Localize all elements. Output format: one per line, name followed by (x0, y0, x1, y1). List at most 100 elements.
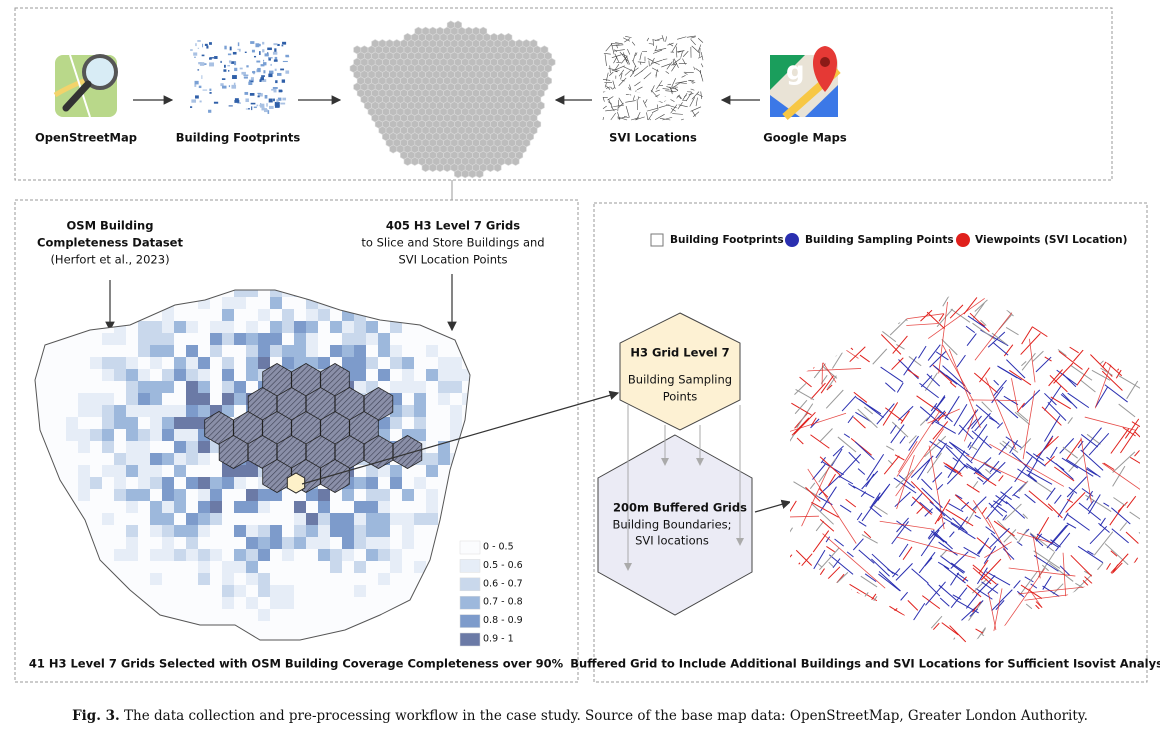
footprint-edge (898, 474, 916, 489)
footprint-edge (981, 507, 988, 514)
street (610, 106, 615, 112)
footprint (277, 72, 282, 76)
street (611, 43, 620, 45)
footprint (250, 102, 256, 105)
footprint-edge (1033, 550, 1061, 569)
completeness-cell (270, 345, 282, 357)
footprint-edge (847, 316, 864, 337)
footprint-edge (1100, 367, 1113, 376)
completeness-cell (282, 585, 294, 597)
street (646, 37, 650, 42)
completeness-cell (150, 525, 162, 537)
street (686, 35, 696, 38)
street (1094, 361, 1113, 409)
footprint-edge (1081, 623, 1097, 640)
footprint (227, 53, 232, 56)
street (898, 441, 918, 473)
footprint-edge (795, 549, 813, 566)
completeness-cell (150, 357, 162, 369)
footprint-edge (795, 642, 801, 645)
street (652, 49, 663, 54)
footprint-edge (1067, 417, 1073, 424)
completeness-cell (354, 297, 366, 309)
footprint (273, 43, 278, 46)
footprint (238, 48, 241, 52)
footprint-edge (988, 502, 1004, 517)
footprint-edge (1029, 292, 1048, 310)
footprint-edge (1030, 533, 1044, 547)
completeness-cell (378, 417, 390, 429)
legend-swatch (459, 540, 481, 555)
street (678, 104, 688, 108)
footprint-edge (932, 472, 943, 483)
completeness-cell (246, 345, 258, 357)
completeness-cell (318, 525, 330, 537)
completeness-cell (162, 477, 174, 489)
completeness-cell (102, 441, 114, 453)
footprint-edge (849, 346, 866, 363)
completeness-cell (186, 525, 198, 537)
street (610, 112, 616, 121)
street (989, 443, 1065, 487)
street (629, 72, 634, 78)
legend-label: 0.8 - 0.9 (483, 615, 523, 626)
completeness-cell (294, 537, 306, 549)
street (659, 117, 671, 121)
completeness-cell (186, 429, 198, 441)
street (672, 63, 676, 66)
legend-label: 0.5 - 0.6 (483, 560, 523, 571)
footprint-edge (1021, 352, 1036, 371)
footprint-edge (1036, 533, 1059, 548)
footprint (209, 62, 215, 67)
footprint-edge (1059, 565, 1070, 576)
completeness-cell (402, 489, 414, 501)
footprint (234, 98, 239, 101)
street (790, 587, 802, 638)
completeness-cell (186, 369, 198, 381)
footprint-edge (792, 613, 808, 625)
footprint (273, 88, 277, 93)
completeness-cell (234, 290, 246, 297)
selected-grid (392, 435, 423, 469)
completeness-cell (270, 525, 282, 537)
footprint-edge (802, 314, 810, 321)
footprint-edge (838, 301, 850, 310)
footprint-edge (1088, 433, 1110, 456)
footprint-edge (791, 417, 810, 436)
footprint (256, 104, 259, 107)
footprint-edge (971, 430, 992, 449)
completeness-cell (150, 393, 162, 405)
footprint (264, 53, 269, 57)
footprint (201, 75, 203, 79)
street (615, 42, 623, 45)
street (986, 516, 1012, 561)
completeness-cell (378, 549, 390, 561)
footprint-edge (857, 468, 866, 475)
completeness-cell (390, 561, 402, 573)
footprint (275, 80, 278, 84)
footprint-edge (1108, 577, 1126, 598)
street (666, 86, 678, 90)
footprint-edge (1137, 315, 1140, 325)
street (699, 71, 703, 77)
footprint-edge (805, 302, 813, 309)
completeness-cell (366, 290, 378, 297)
completeness-cell (354, 585, 366, 597)
street (654, 114, 665, 121)
arrow (301, 390, 620, 485)
street (790, 577, 792, 617)
footprint-edge (943, 565, 966, 584)
footprint-edge (948, 503, 964, 513)
footprint-edge (1095, 591, 1117, 614)
footprint-edge (1049, 375, 1068, 393)
completeness-cell (318, 501, 330, 513)
completeness-cell (354, 477, 366, 489)
street (1109, 578, 1128, 639)
footprint-edge (987, 331, 1006, 348)
footprint-edge (794, 399, 808, 415)
completeness-cell (102, 429, 114, 441)
footprint-edge (1125, 531, 1139, 544)
footprint-edge (1024, 493, 1036, 504)
footprint-edge (1048, 369, 1063, 387)
completeness-cell (390, 357, 402, 369)
